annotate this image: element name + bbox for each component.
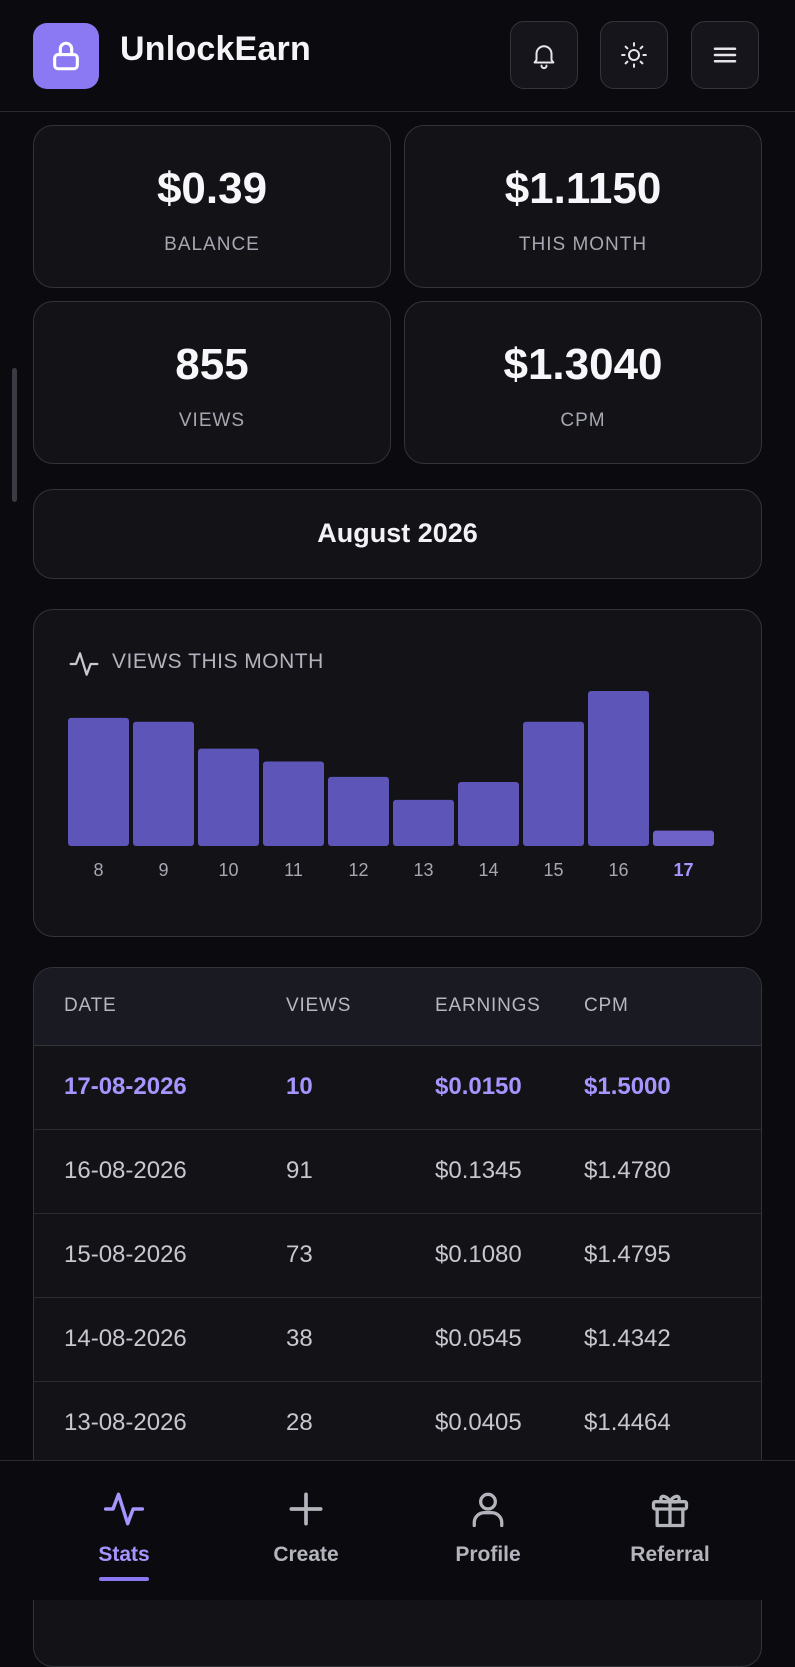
- balance-label: BALANCE: [164, 234, 260, 255]
- cell-earnings: $0.1080: [435, 1241, 522, 1268]
- table-row[interactable]: 14-08-2026 38 $0.0545 $1.4342: [34, 1298, 761, 1382]
- menu-icon: [713, 47, 737, 63]
- cell-cpm: $1.4795: [584, 1241, 671, 1268]
- chart-bar-13[interactable]: [393, 799, 454, 846]
- plus-icon: [289, 1492, 323, 1526]
- table-row[interactable]: 17-08-2026 10 $0.0150 $1.5000: [34, 1046, 761, 1130]
- chart-tick-label-14: 14: [478, 860, 498, 880]
- cell-earnings: $0.1345: [435, 1157, 522, 1184]
- chart-bar-8[interactable]: [68, 717, 129, 846]
- table-row[interactable]: 13-08-2026 28 $0.0405 $1.4464: [34, 1382, 761, 1466]
- theme-toggle-button[interactable]: [600, 21, 668, 89]
- month-selector-label: August 2026: [317, 518, 478, 548]
- header-cpm[interactable]: CPM: [584, 995, 629, 1016]
- menu-button[interactable]: [691, 21, 759, 89]
- chart-tick-label-13: 13: [413, 860, 433, 880]
- views-value: 855: [175, 340, 249, 389]
- balance-card: $0.39 BALANCE: [33, 125, 391, 288]
- chart-bar-15[interactable]: [523, 721, 584, 846]
- top-header: UnlockEarn: [0, 0, 795, 112]
- table-row[interactable]: 16-08-2026 91 $0.1345 $1.4780: [34, 1130, 761, 1214]
- cell-date: 16-08-2026: [64, 1157, 187, 1184]
- bottom-nav: Stats Create Profile Referral: [0, 1460, 795, 1600]
- nav-create-label: Create: [273, 1543, 339, 1566]
- chart-bar-10[interactable]: [198, 748, 259, 846]
- this-month-card: $1.1150 THIS MONTH: [404, 125, 762, 288]
- scroll-indicator[interactable]: [12, 368, 17, 502]
- sun-icon: [621, 42, 647, 68]
- nav-profile-label: Profile: [455, 1543, 521, 1566]
- cpm-card: $1.3040 CPM: [404, 301, 762, 464]
- views-bar-chart: 8 9 10 11 12 13 14 15 16 17: [68, 691, 714, 880]
- header-earnings[interactable]: EARNINGS: [435, 995, 541, 1016]
- views-label: VIEWS: [178, 410, 246, 431]
- balance-value: $0.39: [156, 164, 268, 213]
- table-header: DATE VIEWS EARNINGS CPM: [34, 968, 761, 1046]
- gift-icon: [651, 1494, 689, 1528]
- cell-date: 13-08-2026: [64, 1409, 187, 1436]
- table-row[interactable]: 15-08-2026 73 $0.1080 $1.4795: [34, 1214, 761, 1298]
- chart-bar-12[interactable]: [328, 776, 389, 846]
- chart-bar-14[interactable]: [458, 781, 519, 846]
- chart-tick-label-15: 15: [543, 860, 563, 880]
- nav-profile[interactable]: Profile: [389, 1461, 587, 1601]
- chart-bar-9[interactable]: [133, 721, 194, 846]
- chart-title: VIEWS THIS MONTH: [112, 650, 324, 673]
- chart-tick-label-11: 11: [284, 860, 303, 880]
- chart-tick-label-17: 17: [673, 860, 693, 880]
- nav-stats-label: Stats: [98, 1543, 150, 1566]
- cell-views: 73: [286, 1241, 313, 1268]
- active-tab-indicator: [99, 1577, 149, 1581]
- cell-cpm: $1.4342: [584, 1325, 671, 1352]
- chart-tick-label-8: 8: [93, 860, 103, 880]
- this-month-value: $1.1150: [504, 164, 662, 213]
- this-month-label: THIS MONTH: [518, 234, 648, 255]
- views-card: 855 VIEWS: [33, 301, 391, 464]
- month-selector[interactable]: August 2026: [33, 489, 762, 579]
- cell-earnings: $0.0545: [435, 1325, 522, 1352]
- cell-cpm: $1.4464: [584, 1409, 671, 1436]
- cell-earnings: $0.0150: [435, 1073, 522, 1100]
- cell-views: 38: [286, 1325, 313, 1352]
- header-date[interactable]: DATE: [64, 995, 117, 1016]
- cell-date: 15-08-2026: [64, 1241, 187, 1268]
- chart-tick-label-9: 9: [158, 860, 168, 880]
- chart-tick-label-10: 10: [218, 860, 238, 880]
- header-views[interactable]: VIEWS: [286, 995, 352, 1016]
- chart-bar-17[interactable]: [653, 830, 714, 846]
- views-chart-card: VIEWS THIS MONTH 8 9 10 11 12 13 14 15 16 17: [33, 609, 762, 937]
- cell-views: 10: [286, 1073, 313, 1100]
- notifications-button[interactable]: [510, 21, 578, 89]
- activity-icon: [69, 652, 99, 676]
- nav-referral[interactable]: Referral: [571, 1461, 769, 1601]
- chart-bar-11[interactable]: [263, 761, 324, 846]
- app-logo[interactable]: [33, 23, 99, 89]
- nav-create[interactable]: Create: [207, 1461, 405, 1601]
- activity-icon: [103, 1492, 145, 1526]
- cell-date: 14-08-2026: [64, 1325, 187, 1352]
- chart-tick-label-12: 12: [348, 860, 368, 880]
- app-title: UnlockEarn: [120, 30, 311, 68]
- cell-cpm: $1.4780: [584, 1157, 671, 1184]
- cell-cpm: $1.5000: [584, 1073, 671, 1100]
- cell-earnings: $0.0405: [435, 1409, 522, 1436]
- cpm-label: CPM: [560, 410, 606, 431]
- chart-bar-16[interactable]: [588, 691, 649, 846]
- cell-views: 91: [286, 1157, 313, 1184]
- nav-referral-label: Referral: [630, 1543, 710, 1566]
- cell-date: 17-08-2026: [64, 1073, 187, 1100]
- lock-icon: [53, 41, 79, 71]
- cell-views: 28: [286, 1409, 313, 1436]
- bell-icon: [533, 45, 555, 70]
- cpm-value: $1.3040: [503, 340, 663, 389]
- user-icon: [472, 1492, 504, 1528]
- chart-tick-label-16: 16: [608, 860, 628, 880]
- nav-stats[interactable]: Stats: [25, 1461, 223, 1601]
